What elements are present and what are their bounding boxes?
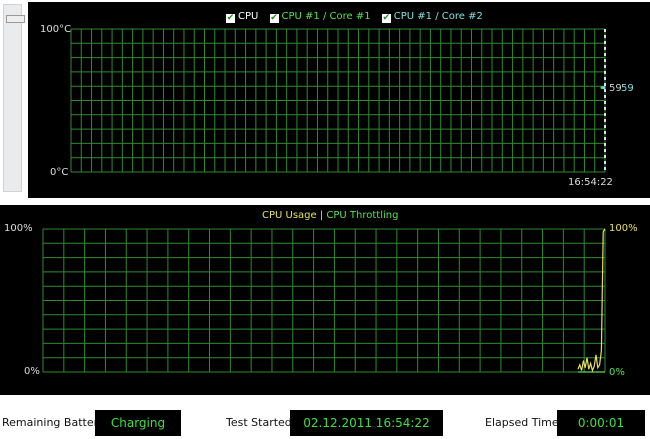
legend-throttling: CPU Throttling xyxy=(326,210,399,221)
legend-cpu: CPU xyxy=(238,11,259,22)
cpu-usage-chart: CPU Usage | CPU Throttling 100% 0% 100% … xyxy=(0,205,650,395)
usage-grid xyxy=(42,228,606,373)
y-max-label: 100% xyxy=(4,223,33,234)
legend-separator: | xyxy=(319,210,324,221)
temperature-point xyxy=(602,86,606,90)
throttling-current-label: 0% xyxy=(609,367,625,378)
started-value: 02.12.2011 16:54:22 xyxy=(290,410,443,436)
usage-current-label: 100% xyxy=(609,223,638,234)
legend-core1: CPU #1 / Core #1 xyxy=(281,11,371,22)
y-max-label: 100°C xyxy=(40,24,72,35)
slider-thumb[interactable] xyxy=(6,15,25,23)
core1-value: 59 xyxy=(609,83,622,94)
core2-value: 59 xyxy=(621,83,634,94)
y-min-label: 0°C xyxy=(50,167,69,178)
started-label: Test Started: xyxy=(226,416,296,429)
legend-core2: CPU #1 / Core #2 xyxy=(393,11,483,22)
temperature-grid xyxy=(70,28,606,173)
temperature-chart: ✔ CPU ✔ CPU #1 / Core #1 ✔ CPU #1 / Core #2… xyxy=(28,2,650,198)
core2-checkbox[interactable]: ✔ xyxy=(381,13,391,23)
battery-label: Remaining Battery: xyxy=(2,416,108,429)
cpu-checkbox[interactable]: ✔ xyxy=(226,13,235,23)
battery-value: Charging xyxy=(95,410,181,436)
legend-usage: CPU Usage xyxy=(262,210,317,221)
usage-legend: CPU Usage | CPU Throttling xyxy=(262,210,398,221)
elapsed-value: 0:00:01 xyxy=(557,410,645,436)
y-min-label: 0% xyxy=(24,366,40,377)
core1-checkbox[interactable]: ✔ xyxy=(269,13,279,23)
elapsed-label: Elapsed Time: xyxy=(485,416,563,429)
series-line-usage xyxy=(577,228,606,373)
zoom-slider[interactable] xyxy=(3,4,25,192)
time-label: 16:54:22 xyxy=(568,177,613,188)
temperature-legend: ✔ CPU ✔ CPU #1 / Core #1 ✔ CPU #1 / Core #2 xyxy=(218,11,483,23)
